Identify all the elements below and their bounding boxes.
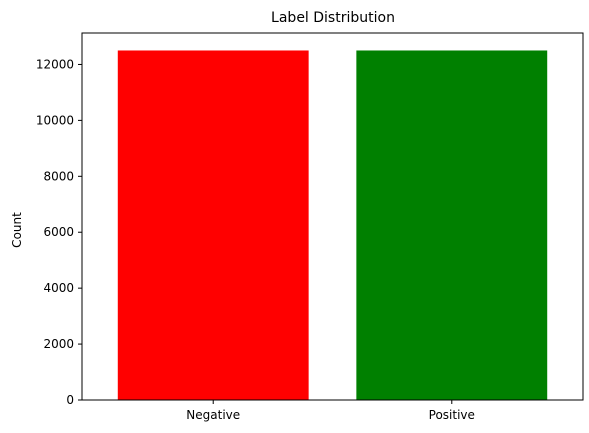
- y-tick-label: 2000: [43, 337, 74, 351]
- bar-negative: [117, 50, 309, 400]
- y-tick-label: 0: [66, 393, 74, 407]
- chart-title: Label Distribution: [271, 10, 395, 26]
- y-tick-label: 10000: [36, 113, 74, 127]
- y-tick-label: 6000: [43, 225, 74, 239]
- x-tick-label: Positive: [429, 408, 475, 422]
- y-tick-label: 8000: [43, 169, 74, 183]
- y-axis-ticks: 0 2000 4000 6000 8000 10000 12000: [36, 57, 82, 407]
- bar-positive: [356, 50, 548, 400]
- x-axis-ticks: Negative Positive: [186, 400, 475, 422]
- y-axis-label: Count: [10, 212, 24, 248]
- plot-frame: [81, 32, 584, 401]
- y-tick-label: 4000: [43, 281, 74, 295]
- bars-group: [117, 50, 548, 400]
- x-tick-label: Negative: [186, 408, 240, 422]
- y-tick-label: 12000: [36, 57, 74, 71]
